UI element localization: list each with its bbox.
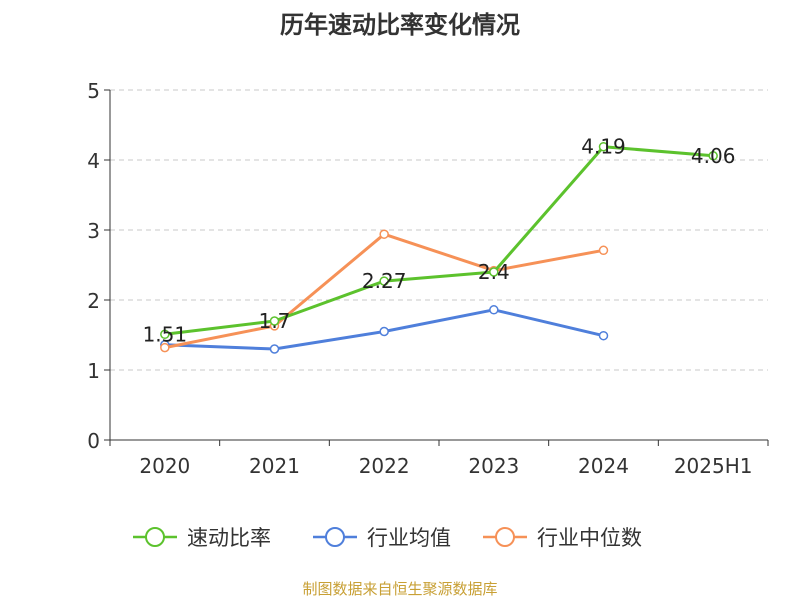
x-tick-label: 2022: [359, 454, 410, 478]
x-tick-label: 2024: [578, 454, 629, 478]
data-point: [379, 276, 389, 286]
data-point: [708, 151, 718, 161]
x-tick-label: 2021: [249, 454, 300, 478]
chart-title: 历年速动比率变化情况: [280, 11, 520, 39]
data-label: 2.27: [362, 269, 407, 293]
y-tick-label: 0: [87, 429, 100, 453]
source-note: 制图数据来自恒生聚源数据库: [302, 580, 497, 598]
y-tick-label: 2: [87, 289, 100, 313]
data-label: 2.4: [478, 260, 510, 284]
y-tick-label: 4: [87, 149, 100, 173]
data-label: 1.7: [259, 309, 291, 333]
data-label: 4.06: [691, 144, 736, 168]
legend-item: 行业中位数: [483, 526, 642, 550]
data-point: [598, 330, 609, 341]
axes: 0 1 2 3 4 5 2020 2021 2022 2023 2024 2025H1: [87, 79, 769, 478]
y-tick-label: 5: [87, 79, 100, 103]
y-tick-label: 3: [87, 219, 100, 243]
data-label: 1.51: [143, 322, 188, 346]
data-point: [269, 344, 280, 354]
data-label: 4.19: [581, 135, 626, 159]
legend-label: 行业中位数: [537, 526, 642, 550]
grid-lines: [110, 89, 768, 371]
data-point: [379, 229, 389, 239]
data-point: [598, 141, 609, 152]
data-point: [160, 342, 170, 353]
data-point: [489, 305, 499, 315]
data-point: [489, 267, 499, 277]
legend-marker: [495, 527, 515, 547]
y-tick-label: 1: [87, 359, 100, 383]
legend-label: 行业均值: [367, 526, 451, 550]
data-point: [160, 329, 170, 340]
data-labels: 1.51 1.7 2.27 2.4 4.19 4.06: [143, 135, 736, 347]
data-point: [269, 316, 280, 326]
legend-item: 速动比率: [133, 526, 271, 550]
data-point: [598, 245, 609, 256]
x-tick-label: 2025H1: [674, 454, 753, 478]
legend-marker: [145, 527, 165, 547]
legend-marker: [325, 527, 345, 547]
series-lines: [160, 141, 718, 354]
legend-item: 行业均值: [313, 526, 451, 550]
legend: 速动比率 行业均值 行业中位数: [133, 526, 642, 550]
x-tick-label: 2023: [468, 454, 519, 478]
legend-label: 速动比率: [187, 526, 271, 550]
series-line-0: [163, 145, 715, 336]
data-point: [379, 326, 389, 337]
x-tick-label: 2020: [139, 454, 190, 478]
